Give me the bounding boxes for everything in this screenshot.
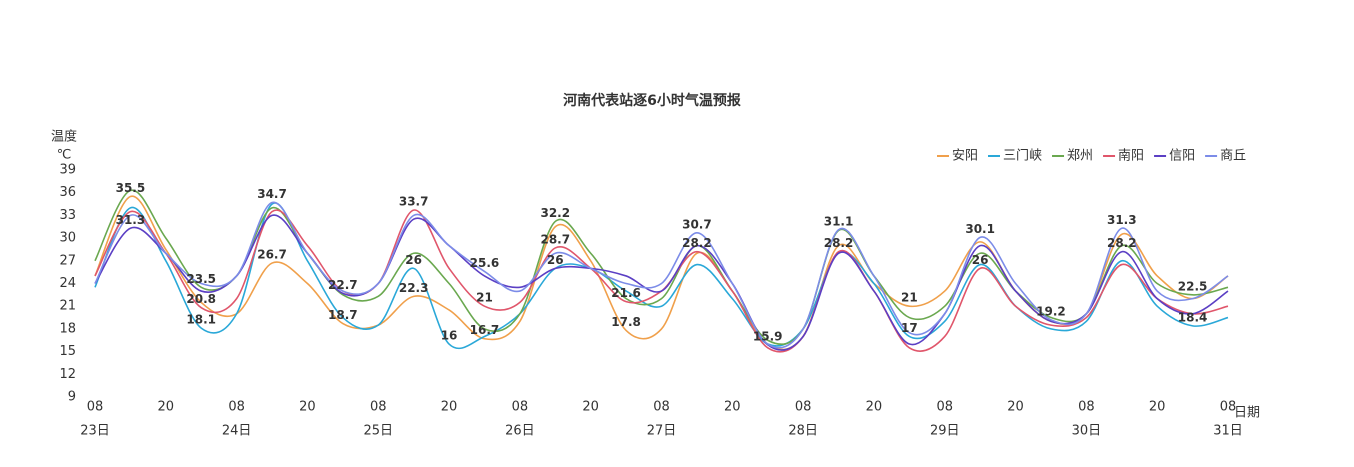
data-label: 28.2 <box>1107 236 1137 250</box>
data-label: 22.5 <box>1178 279 1208 293</box>
data-label: 26 <box>547 253 564 267</box>
y-tick-label: 30 <box>59 231 76 246</box>
x-tick-label: 20 <box>1149 400 1166 415</box>
data-label: 20.8 <box>186 292 216 306</box>
y-tick-label: 21 <box>59 299 76 314</box>
chart-title: 河南代表站逐6小时气温预报 <box>563 92 741 109</box>
x-tick-label: 08 <box>653 400 670 415</box>
data-label: 17.8 <box>611 315 641 329</box>
data-label: 28.2 <box>824 236 854 250</box>
y-tick-label: 15 <box>59 344 76 359</box>
data-label: 30.7 <box>682 217 712 231</box>
y-tick-label: 39 <box>59 163 76 178</box>
data-label: 33.7 <box>399 195 429 209</box>
y-tick-label: 9 <box>68 390 76 405</box>
x-tick-label: 08 <box>936 400 953 415</box>
x-tick-label: 20 <box>299 400 316 415</box>
data-label: 28.7 <box>540 232 570 246</box>
data-label: 18.7 <box>328 308 358 322</box>
data-label: 21 <box>901 291 918 305</box>
x-day-label: 30日 <box>1072 424 1102 439</box>
x-tick-label: 20 <box>1007 400 1024 415</box>
series-line <box>94 201 1229 349</box>
x-tick-label: 20 <box>441 400 458 415</box>
data-label: 22.3 <box>399 281 429 295</box>
data-label: 16.7 <box>470 323 500 337</box>
data-label: 16 <box>441 329 458 343</box>
y-tick-label: 27 <box>59 253 76 268</box>
x-tick-label: 08 <box>87 400 104 415</box>
x-tick-label: 08 <box>228 400 245 415</box>
legend-label: 三门峡 <box>1003 149 1042 164</box>
x-tick-label: 08 <box>1220 400 1237 415</box>
data-label: 19.2 <box>1036 304 1066 318</box>
x-day-label: 25日 <box>363 424 393 439</box>
data-label: 22.7 <box>328 278 358 292</box>
x-day-label: 27日 <box>647 424 677 439</box>
data-label: 31.3 <box>116 213 146 227</box>
x-tick-label: 08 <box>512 400 529 415</box>
data-label: 17 <box>901 321 918 335</box>
data-label: 21.6 <box>611 286 641 300</box>
y-axis-title: 温度 <box>51 129 77 145</box>
series-line <box>94 202 1229 350</box>
data-label: 35.5 <box>116 181 146 195</box>
data-label: 15.9 <box>753 329 783 343</box>
x-tick-label: 20 <box>582 400 599 415</box>
x-day-label: 26日 <box>505 424 535 439</box>
x-day-label: 24日 <box>222 424 252 439</box>
data-label: 30.1 <box>965 222 995 236</box>
data-label: 23.5 <box>186 272 216 286</box>
legend-label: 安阳 <box>952 149 978 164</box>
data-label: 26.7 <box>257 248 287 262</box>
x-tick-label: 20 <box>866 400 883 415</box>
data-label: 18.4 <box>1178 310 1208 324</box>
y-tick-label: 33 <box>59 208 76 223</box>
y-tick-label: 24 <box>59 276 76 291</box>
data-label: 28.2 <box>682 236 712 250</box>
data-label: 34.7 <box>257 187 287 201</box>
data-label: 26 <box>405 253 422 267</box>
y-tick-label: 12 <box>59 367 76 382</box>
legend-label: 南阳 <box>1118 148 1144 164</box>
series-line <box>94 214 1229 351</box>
data-label: 31.3 <box>1107 213 1137 227</box>
data-label: 18.1 <box>186 313 216 327</box>
x-tick-label: 20 <box>724 400 741 415</box>
x-tick-label: 20 <box>158 400 175 415</box>
legend-label: 信阳 <box>1169 149 1195 164</box>
y-tick-label: 18 <box>59 321 76 336</box>
data-label: 25.6 <box>470 256 500 270</box>
x-tick-label: 08 <box>370 400 387 415</box>
x-tick-label: 08 <box>1078 400 1095 415</box>
x-day-label: 28日 <box>788 424 818 439</box>
x-day-label: 31日 <box>1213 424 1243 439</box>
x-tick-label: 08 <box>795 400 812 415</box>
x-day-label: 29日 <box>930 424 960 439</box>
legend-label: 郑州 <box>1067 149 1093 164</box>
legend-label: 商丘 <box>1220 149 1246 164</box>
y-axis-unit: ℃ <box>57 148 72 163</box>
x-axis-title: 日期 <box>1234 406 1260 421</box>
data-label: 21 <box>476 291 493 305</box>
y-tick-label: 36 <box>59 185 76 200</box>
x-day-label: 23日 <box>80 424 110 439</box>
data-label: 31.1 <box>824 214 854 228</box>
series-line <box>94 189 1229 346</box>
data-label: 32.2 <box>540 206 570 220</box>
data-label: 26 <box>972 253 989 267</box>
